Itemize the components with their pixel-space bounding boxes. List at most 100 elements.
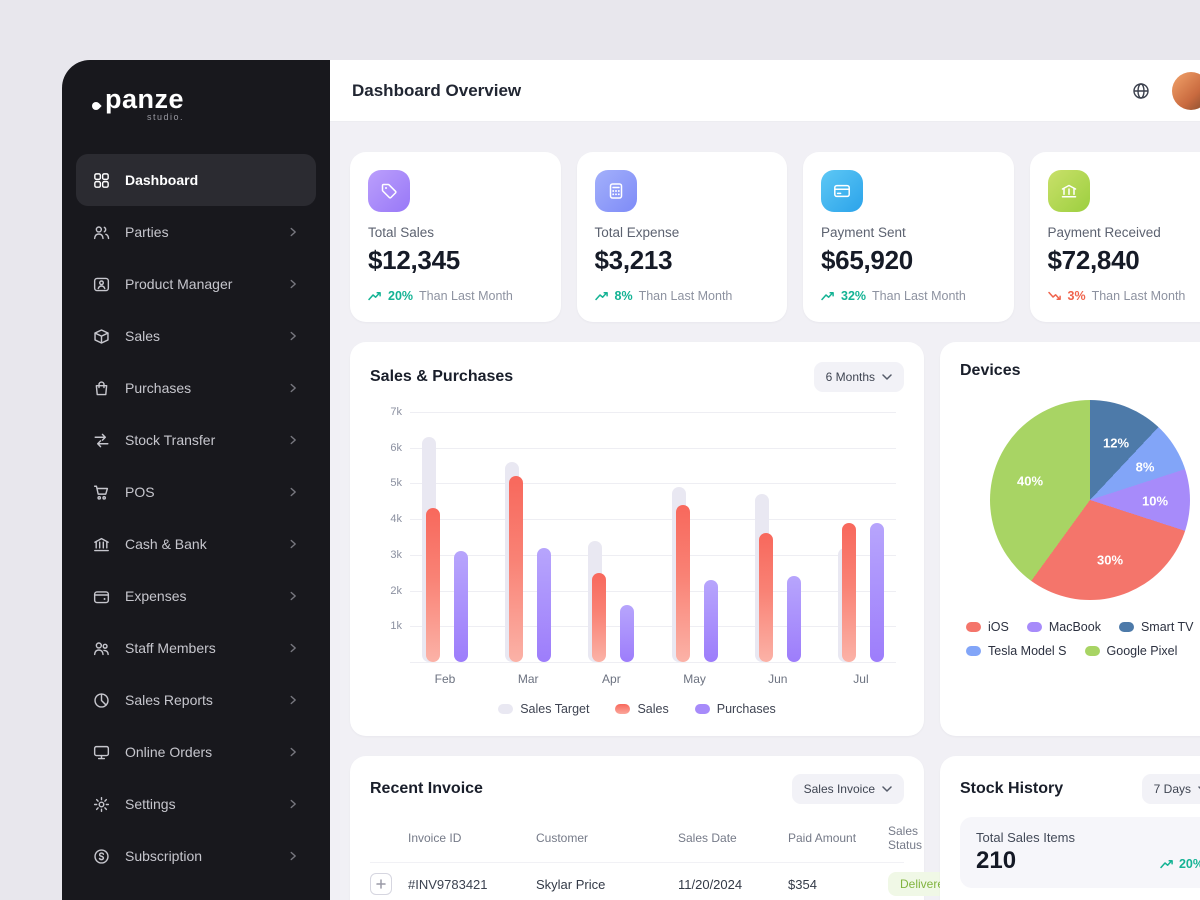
id-card-icon	[92, 275, 111, 294]
legend-item: Sales	[615, 702, 669, 716]
bar-purchases	[703, 579, 718, 662]
sidebar-item-purchases[interactable]: Purchases	[76, 362, 316, 414]
stock-item-label: Total Sales Items	[976, 830, 1075, 845]
stat-delta-note: Than Last Month	[638, 289, 733, 303]
sidebar-item-label: Sales	[125, 328, 161, 344]
sidebar-item-label: Online Orders	[125, 744, 213, 760]
stats-row: Total Sales $12,345 20% Than Last Month …	[350, 152, 1200, 322]
bar-group-jul	[837, 412, 884, 662]
card-title: Recent Invoice	[370, 780, 483, 797]
invoice-filter-dropdown[interactable]: Sales Invoice	[791, 774, 904, 804]
chevron-right-icon	[286, 641, 300, 655]
staff-icon	[92, 639, 111, 658]
logo-text: panze	[105, 84, 185, 114]
avatar[interactable]	[1172, 71, 1200, 110]
x-axis-tick: May	[683, 672, 706, 686]
sidebar-item-pos[interactable]: POS	[76, 466, 316, 518]
globe-button[interactable]	[1122, 71, 1160, 110]
sidebar-item-stock-transfer[interactable]: Stock Transfer	[76, 414, 316, 466]
sidebar-item-online-orders[interactable]: Online Orders	[76, 726, 316, 778]
pie-percentage-label: 12%	[1102, 435, 1130, 451]
expand-row-button[interactable]	[370, 873, 392, 895]
stat-card-payment-received: Payment Received $72,840 3% Than Last Mo…	[1029, 152, 1200, 322]
bar-group-may	[671, 412, 718, 662]
chevron-right-icon	[286, 745, 300, 759]
users-icon	[92, 223, 111, 242]
legend-swatch-sales-target	[498, 704, 514, 714]
wallet-icon	[92, 587, 111, 606]
stock-item-delta: 20%	[1160, 857, 1200, 875]
sidebar-item-sales[interactable]: Sales	[76, 310, 316, 362]
invoice-row[interactable]: #INV9783421 Skylar Price 11/20/2024 $354…	[370, 863, 963, 900]
stat-value: $65,920	[821, 245, 913, 275]
bar-sales	[758, 533, 773, 662]
stat-card-total-expense: Total Expense $3,213 8% Than Last Month	[576, 152, 787, 322]
header: Dashboard Overview	[330, 60, 1200, 122]
sidebar-item-parties[interactable]: Parties	[76, 206, 316, 258]
gridline	[410, 554, 896, 556]
legend-swatch-purchases	[694, 704, 710, 714]
range-dropdown[interactable]: 6 Months	[813, 362, 904, 392]
pie-percentage-label: 30%	[1096, 552, 1124, 568]
x-axis-tick: Feb	[434, 672, 456, 686]
y-axis-tick: 1k	[390, 620, 402, 633]
x-axis-tick: Mar	[517, 672, 539, 686]
stat-value: $72,840	[1047, 245, 1140, 275]
legend-item: Smart TV	[1118, 620, 1194, 634]
sidebar-item-cash-bank[interactable]: Cash & Bank	[76, 518, 316, 570]
trend-down-icon	[1047, 291, 1062, 301]
bar-group-mar	[505, 412, 552, 662]
sidebar-item-label: Parties	[125, 224, 169, 240]
sidebar-item-sales-reports[interactable]: Sales Reports	[76, 674, 316, 726]
cart-icon	[92, 483, 111, 502]
sidebar-item-subscription[interactable]: Subscription	[76, 830, 316, 882]
devices-pie-chart: 12% 8% 10% 30% 40%	[990, 400, 1190, 600]
stat-label: Total Expense	[594, 225, 680, 240]
page-title: Dashboard Overview	[352, 80, 522, 100]
stock-item-total-sales: Total Sales Items 210 20%	[960, 817, 1200, 888]
card-title: Stock History	[960, 780, 1064, 797]
bar-group-jun	[754, 412, 801, 662]
invoice-table: Invoice ID Customer Sales Date Paid Amou…	[370, 814, 963, 900]
gridline	[410, 483, 896, 485]
stat-delta-note: Than Last Month	[1091, 289, 1186, 303]
sidebar-item-label: Product Manager	[125, 276, 233, 292]
sidebar-item-staff-members[interactable]: Staff Members	[76, 622, 316, 674]
sidebar-item-product-manager[interactable]: Product Manager	[76, 258, 316, 310]
bar-sales	[592, 572, 607, 662]
gridline	[410, 519, 896, 521]
sales-purchases-card: Sales & Purchases 6 Months 7k 6k 5k 4k 3k 2k 1…	[350, 342, 924, 736]
bar-group-apr	[588, 412, 635, 662]
stat-value: $12,345	[368, 245, 460, 275]
bar-group-feb	[422, 412, 468, 662]
sidebar-item-label: Sales Reports	[125, 692, 213, 708]
pie-percentage-label: 40%	[1016, 473, 1044, 489]
card-icon	[821, 170, 863, 212]
bar-sales	[426, 508, 440, 662]
bank-icon	[92, 535, 111, 554]
sidebar-item-settings[interactable]: Settings	[76, 778, 316, 830]
trend-up-icon	[1160, 859, 1174, 869]
bar-chart-bars	[410, 412, 896, 662]
y-axis-tick: 2k	[390, 584, 402, 597]
sidebar-item-label: Stock Transfer	[125, 432, 216, 448]
bar-chart-x-axis: Feb Mar Apr May Jun Jul	[410, 672, 896, 686]
bar-sales	[841, 522, 856, 662]
chevron-right-icon	[286, 485, 300, 499]
bar-purchases	[537, 547, 552, 662]
sidebar-item-dashboard[interactable]: Dashboard	[76, 154, 316, 206]
stat-delta-value: 3%	[1067, 289, 1086, 303]
y-axis-tick: 4k	[390, 513, 402, 526]
gridline	[410, 447, 896, 449]
axis-baseline	[410, 662, 896, 663]
stock-range-dropdown[interactable]: 7 Days	[1141, 774, 1200, 804]
sidebar-item-label: Expenses	[125, 588, 187, 604]
globe-icon	[1133, 82, 1149, 99]
trend-up-icon	[821, 291, 835, 301]
report-icon	[92, 691, 111, 710]
sidebar-item-expenses[interactable]: Expenses	[76, 570, 316, 622]
chevron-down-icon	[882, 786, 892, 792]
pie-percentage-label: 10%	[1141, 493, 1169, 509]
y-axis-tick: 5k	[390, 477, 402, 490]
stat-label: Payment Received	[1047, 225, 1161, 240]
